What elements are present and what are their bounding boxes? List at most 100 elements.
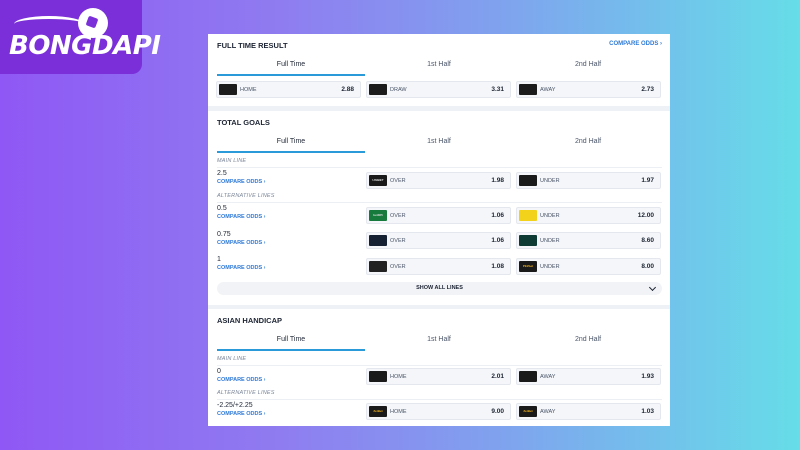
bookmaker-logo-text: ZetBet	[373, 409, 383, 413]
logo-swoosh-icon	[14, 16, 84, 32]
line-value: 2.5	[217, 170, 227, 177]
bookmaker-logo	[369, 261, 387, 272]
odd-value: 1.08	[491, 263, 504, 270]
logo-text: BONGDAPI	[9, 31, 161, 61]
odd-label: AWAY	[540, 87, 556, 93]
brand-logo[interactable]: BONGDAPI	[0, 0, 161, 74]
compare-odds-link[interactable]: COMPARE ODDS ›	[217, 179, 266, 185]
odd-value: 2.01	[491, 373, 504, 380]
odd-label: OVER	[390, 178, 406, 184]
odd-value: 9.00	[491, 408, 504, 415]
asian-handicap-title: ASIAN HANDICAP	[217, 316, 283, 325]
odd-value: 1.97	[641, 177, 654, 184]
odd-value: 12.00	[637, 212, 654, 219]
odd-label: HOME	[240, 87, 257, 93]
full-time-result-title: FULL TIME RESULT	[217, 41, 288, 50]
odd-value: 1.06	[491, 237, 504, 244]
alternative-lines-label: ALTERNATIVE LINES	[217, 390, 275, 396]
odd-label: UNDER	[540, 213, 560, 219]
odd-value: 1.03	[641, 408, 654, 415]
odd-under[interactable]: UNDER 12.00	[516, 207, 661, 224]
odd-draw[interactable]: DRAW 3.31	[366, 81, 511, 98]
odd-value: 3.31	[491, 86, 504, 93]
odd-under[interactable]: UNDER 1.97	[516, 172, 661, 189]
odd-label: OVER	[390, 238, 406, 244]
tab-2nd-half[interactable]: 2nd Half	[574, 336, 602, 343]
bookmaker-logo	[519, 210, 537, 221]
bookmaker-logo	[369, 371, 387, 382]
soccer-ball-icon	[78, 8, 108, 38]
bookmaker-logo-text: bet365	[373, 213, 383, 217]
main-line-label: MAIN LINE	[217, 356, 247, 362]
odd-value: 2.88	[341, 86, 354, 93]
odd-over[interactable]: UNIBET OVER 1.98	[366, 172, 511, 189]
line-value: -2.25/+2.25	[217, 402, 253, 409]
tab-full-time[interactable]: Full Time	[217, 135, 365, 153]
line-value: 0.5	[217, 205, 227, 212]
total-goals-card: TOTAL GOALS Full Time 1st Half 2nd Half …	[208, 111, 670, 305]
tab-1st-half[interactable]: 1st Half	[427, 138, 451, 145]
divider	[217, 365, 662, 366]
tab-1st-half[interactable]: 1st Half	[427, 336, 451, 343]
odd-label: AWAY	[540, 374, 556, 380]
bookmaker-logo-text: ZetBet	[523, 409, 533, 413]
odd-label: HOME	[390, 409, 407, 415]
odd-label: DRAW	[390, 87, 407, 93]
odd-label: OVER	[390, 213, 406, 219]
odd-home[interactable]: HOME 2.88	[216, 81, 361, 98]
odd-value: 2.73	[641, 86, 654, 93]
bookmaker-logo: ZetBet	[519, 406, 537, 417]
odds-panel: FULL TIME RESULT COMPARE ODDS › Full Tim…	[208, 34, 670, 426]
odd-away[interactable]: AWAY 1.93	[516, 368, 661, 385]
total-goals-tabs: Full Time 1st Half 2nd Half	[217, 135, 662, 153]
odd-under[interactable]: PEZbet UNDER 8.00	[516, 258, 661, 275]
asian-handicap-tabs: Full Time 1st Half 2nd Half	[217, 333, 662, 351]
bookmaker-logo	[519, 84, 537, 95]
main-line-label: MAIN LINE	[217, 158, 247, 164]
odd-value: 1.98	[491, 177, 504, 184]
odd-value: 1.93	[641, 373, 654, 380]
full-time-result-tabs: Full Time 1st Half 2nd Half	[217, 58, 662, 76]
line-value: 1	[217, 256, 221, 263]
compare-odds-link[interactable]: COMPARE ODDS ›	[217, 377, 266, 383]
odd-over[interactable]: OVER 1.06	[366, 232, 511, 249]
compare-odds-link[interactable]: COMPARE ODDS ›	[217, 411, 266, 417]
odd-label: UNDER	[540, 238, 560, 244]
bookmaker-logo	[519, 175, 537, 186]
odd-over[interactable]: OVER 1.08	[366, 258, 511, 275]
odd-label: UNDER	[540, 178, 560, 184]
odd-home[interactable]: ZetBet HOME 9.00	[366, 403, 511, 420]
odd-label: AWAY	[540, 409, 556, 415]
bookmaker-logo	[219, 84, 237, 95]
compare-odds-link[interactable]: COMPARE ODDS ›	[609, 41, 662, 47]
bookmaker-logo	[519, 235, 537, 246]
odd-home[interactable]: HOME 2.01	[366, 368, 511, 385]
tab-2nd-half[interactable]: 2nd Half	[574, 61, 602, 68]
tab-1st-half[interactable]: 1st Half	[427, 61, 451, 68]
odd-away[interactable]: ZetBet AWAY 1.03	[516, 403, 661, 420]
odd-under[interactable]: UNDER 8.60	[516, 232, 661, 249]
bookmaker-logo	[369, 235, 387, 246]
odd-away[interactable]: AWAY 2.73	[516, 81, 661, 98]
odd-value: 8.60	[641, 237, 654, 244]
show-all-lines-label: SHOW ALL LINES	[416, 285, 463, 291]
full-time-result-card: FULL TIME RESULT COMPARE ODDS › Full Tim…	[208, 34, 670, 106]
tab-full-time[interactable]: Full Time	[217, 333, 365, 351]
line-value: 0	[217, 368, 221, 375]
tab-full-time[interactable]: Full Time	[217, 58, 365, 76]
divider	[217, 202, 662, 203]
tab-2nd-half[interactable]: 2nd Half	[574, 138, 602, 145]
odd-value: 8.00	[641, 263, 654, 270]
compare-odds-link[interactable]: COMPARE ODDS ›	[217, 265, 266, 271]
compare-odds-link[interactable]: COMPARE ODDS ›	[217, 214, 266, 220]
bookmaker-logo: UNIBET	[369, 175, 387, 186]
compare-odds-link[interactable]: COMPARE ODDS ›	[217, 240, 266, 246]
odd-value: 1.06	[491, 212, 504, 219]
alternative-lines-label: ALTERNATIVE LINES	[217, 193, 275, 199]
odd-label: UNDER	[540, 264, 560, 270]
asian-handicap-card: ASIAN HANDICAP Full Time 1st Half 2nd Ha…	[208, 309, 670, 426]
show-all-lines-button[interactable]: SHOW ALL LINES	[217, 282, 662, 295]
odd-over[interactable]: bet365 OVER 1.06	[366, 207, 511, 224]
bookmaker-logo-text: PEZbet	[522, 264, 534, 268]
bookmaker-logo: bet365	[369, 210, 387, 221]
